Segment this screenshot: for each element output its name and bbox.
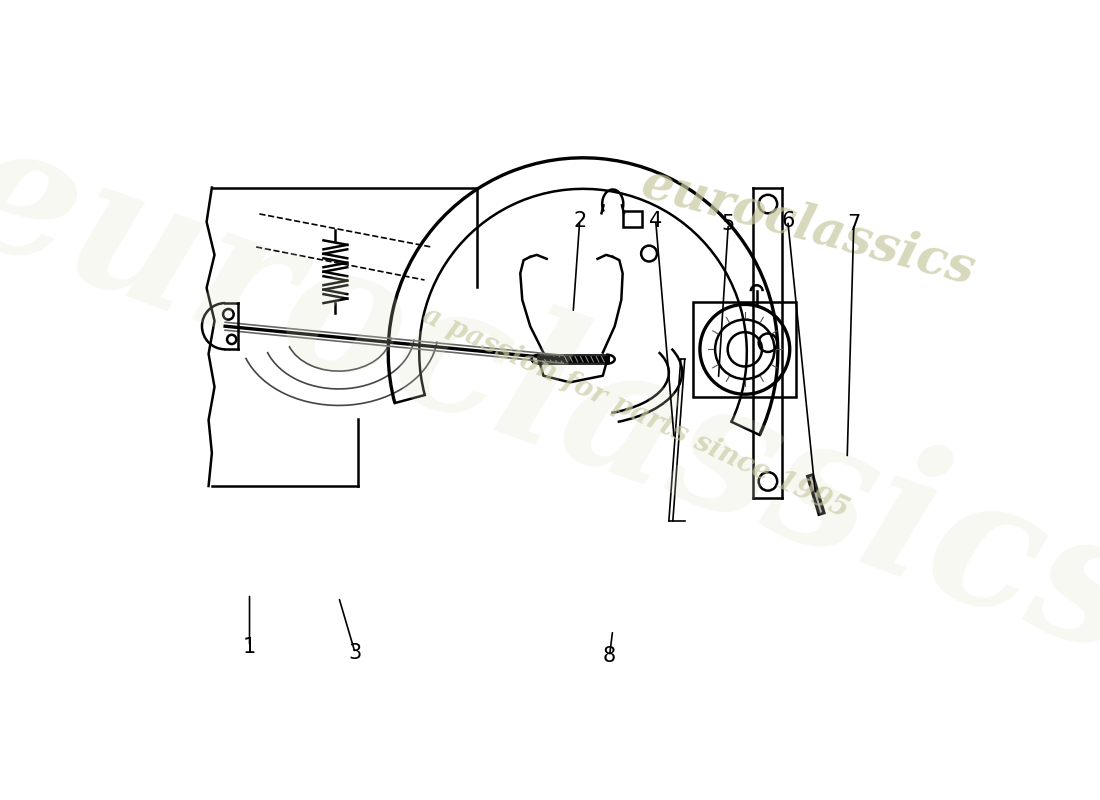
Text: 4: 4 <box>649 210 662 230</box>
Text: a passion for parts since 1995: a passion for parts since 1995 <box>418 301 854 523</box>
Text: euroclassics: euroclassics <box>635 159 980 295</box>
Text: 5: 5 <box>722 214 735 234</box>
Text: 2: 2 <box>573 210 586 230</box>
Text: 8: 8 <box>603 646 616 666</box>
Text: 6: 6 <box>781 210 794 230</box>
Text: euroclassics: euroclassics <box>0 104 1100 694</box>
Text: 1: 1 <box>243 637 256 657</box>
Text: 3: 3 <box>349 643 362 663</box>
Text: 7: 7 <box>847 214 860 234</box>
